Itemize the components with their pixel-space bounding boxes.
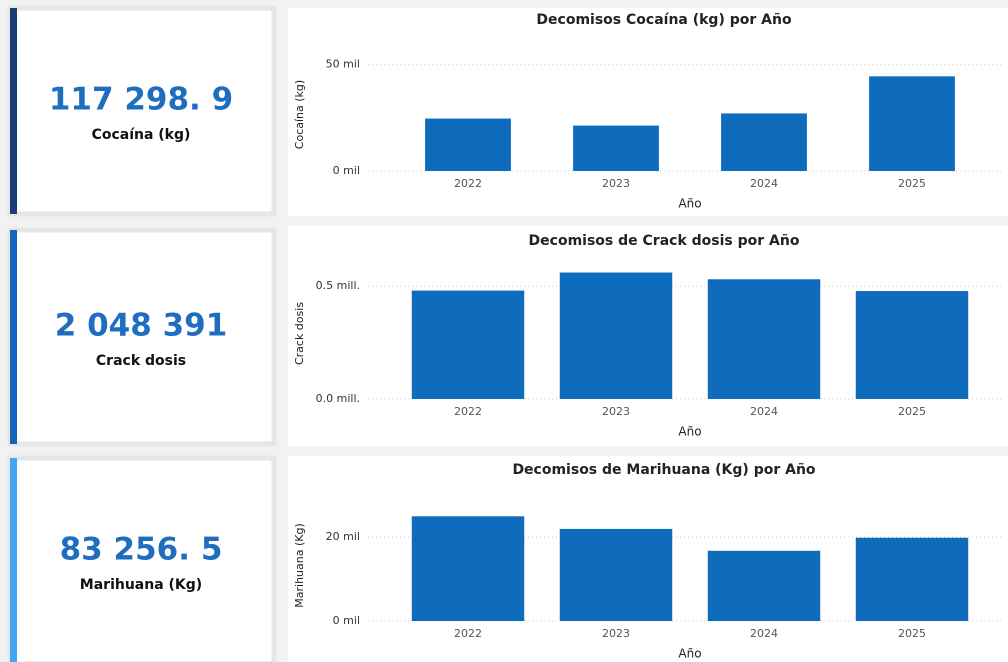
chart-title: Decomisos de Crack dosis por Año xyxy=(529,233,800,249)
kpi-value: 83 256. 5 xyxy=(60,532,223,568)
kpi-value: 117 298. 9 xyxy=(49,82,233,118)
card-accent xyxy=(10,458,17,662)
card-accent xyxy=(10,8,17,214)
y-axis-label: Crack dosis xyxy=(293,302,306,365)
x-tick-label: 2022 xyxy=(454,405,482,418)
x-tick-label: 2025 xyxy=(898,627,926,640)
x-tick-label: 2023 xyxy=(602,405,630,418)
x-tick-label: 2022 xyxy=(454,627,482,640)
chart-title: Decomisos de Marihuana (Kg) por Año xyxy=(512,462,815,478)
y-tick-label: 0 mil xyxy=(333,614,360,627)
y-tick-label: 20 mil xyxy=(326,530,360,543)
x-tick-label: 2023 xyxy=(602,627,630,640)
y-tick-label: 50 mil xyxy=(326,57,360,70)
card xyxy=(7,5,277,217)
x-axis-label: Año xyxy=(678,647,701,661)
y-tick-label: 0.5 mill. xyxy=(316,279,360,292)
bar xyxy=(869,76,955,171)
y-tick-label: 0 mil xyxy=(333,164,360,177)
card xyxy=(7,455,277,662)
x-tick-label: 2022 xyxy=(454,177,482,190)
bar xyxy=(559,528,673,621)
x-tick-label: 2024 xyxy=(750,627,778,640)
bar xyxy=(855,537,969,621)
x-tick-label: 2024 xyxy=(750,405,778,418)
x-tick-label: 2025 xyxy=(898,177,926,190)
x-tick-label: 2025 xyxy=(898,405,926,418)
kpi-label: Crack dosis xyxy=(96,353,186,369)
bar xyxy=(559,272,673,399)
x-tick-label: 2023 xyxy=(602,177,630,190)
bar xyxy=(411,516,525,621)
y-axis-label: Marihuana (Kg) xyxy=(293,523,306,607)
kpi-label: Marihuana (Kg) xyxy=(80,577,202,593)
bar xyxy=(425,118,511,171)
kpi-label: Cocaína (kg) xyxy=(92,127,191,143)
x-axis-label: Año xyxy=(678,425,701,439)
bar xyxy=(855,291,969,399)
x-tick-label: 2024 xyxy=(750,177,778,190)
y-tick-label: 0.0 mill. xyxy=(316,392,360,405)
y-axis-label: Cocaína (kg) xyxy=(293,80,306,149)
x-axis-label: Año xyxy=(678,197,701,211)
bar xyxy=(411,290,525,399)
card xyxy=(7,227,277,447)
chart-title: Decomisos Cocaína (kg) por Año xyxy=(536,12,792,28)
card-accent xyxy=(10,230,17,444)
bar xyxy=(707,279,821,399)
kpi-value: 2 048 391 xyxy=(55,308,228,344)
bar xyxy=(721,113,807,171)
bar xyxy=(707,550,821,621)
bar xyxy=(573,125,659,171)
